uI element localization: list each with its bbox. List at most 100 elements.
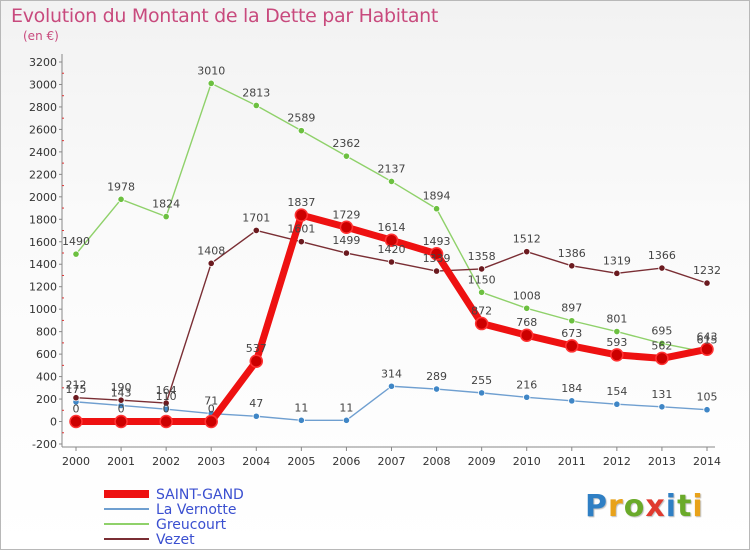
data-label: 0 [163, 403, 170, 416]
data-label: 47 [249, 397, 263, 410]
data-point [69, 414, 83, 429]
data-label: 1366 [648, 249, 676, 262]
data-label: 71 [204, 395, 218, 408]
data-point [655, 351, 669, 366]
y-tick-label: 1400 [29, 258, 57, 271]
data-label: 1512 [513, 233, 541, 246]
data-label: 1339 [423, 252, 451, 265]
data-label: 1319 [603, 254, 631, 267]
data-point [162, 399, 170, 407]
data-label: 2589 [287, 112, 315, 125]
data-label: 1493 [423, 235, 451, 248]
data-point [204, 414, 218, 429]
data-point [297, 416, 305, 424]
x-tick-label: 2009 [468, 455, 496, 468]
x-tick-label: 2006 [332, 455, 360, 468]
data-point [658, 339, 666, 348]
data-point [523, 248, 531, 256]
data-point [568, 397, 576, 405]
x-tick-label: 2005 [287, 455, 315, 468]
data-label: 768 [516, 316, 537, 329]
data-point [207, 259, 215, 267]
data-label: 1729 [332, 208, 360, 221]
data-label: 673 [561, 327, 582, 340]
x-tick-label: 2004 [242, 455, 270, 468]
data-label: 11 [339, 401, 353, 414]
data-label: 872 [471, 305, 492, 318]
data-label: 1701 [242, 211, 270, 224]
logo-letter: P [585, 489, 608, 524]
data-point [387, 177, 396, 186]
y-tick-label: 2400 [29, 146, 57, 159]
y-tick-label: -200 [32, 438, 57, 451]
data-label: 0 [208, 403, 215, 416]
x-tick-label: 2014 [693, 455, 721, 468]
data-point [478, 389, 486, 397]
data-label: 11 [294, 401, 308, 414]
data-point [568, 262, 576, 270]
x-tick-label: 2007 [378, 455, 406, 468]
data-point [613, 327, 621, 336]
data-point [610, 348, 624, 362]
data-point [658, 264, 666, 272]
data-label: 164 [156, 384, 177, 397]
proxiti-logo: Proxiti [585, 489, 704, 524]
data-point [117, 195, 125, 203]
data-point [297, 238, 305, 246]
y-tick-label: 600 [36, 348, 57, 361]
y-tick-label: 2800 [29, 101, 57, 114]
data-point [613, 269, 621, 277]
legend-label: Greucourt [156, 517, 227, 533]
data-label: 1601 [287, 223, 315, 236]
data-label: 615 [697, 333, 718, 346]
data-label: 1386 [558, 247, 586, 260]
x-tick-label: 2002 [152, 455, 180, 468]
data-point [387, 258, 396, 266]
data-point [72, 250, 80, 258]
y-tick-label: 2000 [29, 191, 57, 204]
data-label: 289 [426, 370, 447, 383]
y-tick-label: 2200 [29, 168, 57, 181]
data-point [159, 414, 173, 429]
data-point [387, 382, 396, 390]
data-point [252, 101, 260, 110]
data-point [294, 208, 309, 222]
y-tick-label: 400 [36, 371, 57, 384]
data-point [117, 396, 125, 404]
data-point [568, 317, 576, 325]
data-label: 1499 [332, 234, 360, 247]
logo-letter: r [608, 489, 624, 524]
data-label: 175 [66, 383, 87, 396]
data-label: 695 [651, 324, 672, 337]
data-label: 1824 [152, 198, 180, 211]
data-label: 562 [651, 339, 672, 352]
data-label: 2813 [242, 86, 270, 99]
data-label: 1358 [468, 250, 496, 263]
logo-letter: i [692, 489, 704, 524]
data-label: 216 [516, 378, 537, 391]
data-point [432, 267, 441, 275]
y-tick-label: 800 [36, 326, 57, 339]
data-label: 1614 [378, 221, 406, 234]
data-point [114, 414, 128, 429]
x-tick-label: 2011 [558, 455, 586, 468]
x-tick-label: 2010 [513, 455, 541, 468]
chart-title: Evolution du Montant de la Dette par Hab… [11, 5, 439, 27]
data-point [700, 342, 714, 357]
data-point [519, 328, 534, 342]
data-point [252, 226, 260, 235]
data-point [523, 393, 531, 401]
data-point [703, 279, 711, 287]
data-label: 801 [606, 313, 627, 326]
data-point [432, 205, 441, 213]
data-point [72, 394, 80, 402]
data-label: 131 [651, 388, 672, 401]
data-point [429, 247, 444, 261]
legend-label: La Vernotte [156, 502, 236, 518]
data-point [658, 403, 666, 411]
data-point [207, 79, 215, 87]
data-point [339, 220, 354, 235]
data-label: 1232 [693, 264, 721, 277]
data-point [613, 400, 621, 408]
data-label: 0 [73, 403, 80, 416]
